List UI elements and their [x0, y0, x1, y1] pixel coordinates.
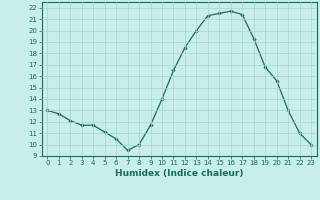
X-axis label: Humidex (Indice chaleur): Humidex (Indice chaleur) — [115, 169, 244, 178]
